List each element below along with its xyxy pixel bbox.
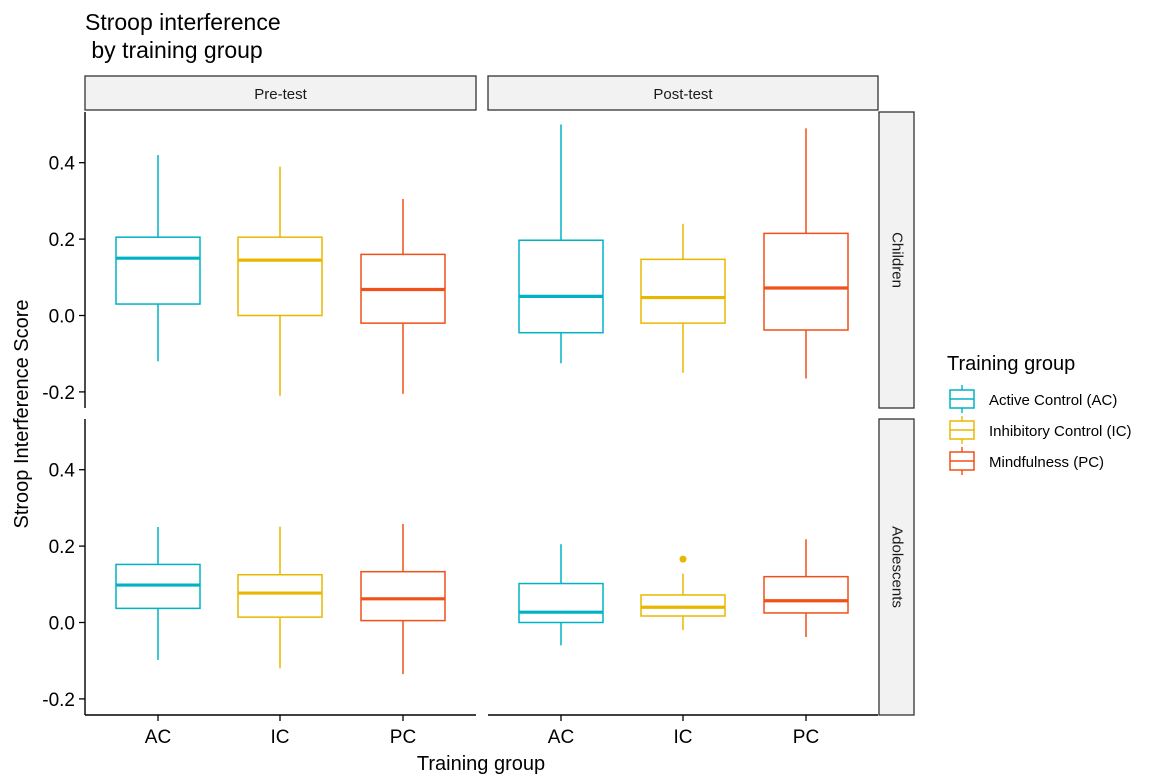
- box-pc: [360, 198, 446, 394]
- box-body: [237, 236, 323, 317]
- box-body: [360, 570, 446, 622]
- legend-label: Mindfulness (PC): [989, 454, 1104, 471]
- y-axis-title: Stroop Interference Score: [11, 299, 33, 528]
- panel: [488, 539, 878, 716]
- x-tick-label: PC: [390, 727, 416, 748]
- row-strip: [878, 418, 915, 716]
- y-tick-label: 0.4: [49, 154, 76, 175]
- box-ac: [518, 124, 604, 364]
- box-ac: [115, 527, 201, 660]
- box-ac: [518, 544, 604, 646]
- y-tick-label: -0.2: [42, 383, 75, 404]
- column-strip: [84, 75, 477, 111]
- legend-label: Inhibitory Control (IC): [989, 423, 1132, 440]
- column-strip-label: Post-test: [653, 86, 713, 103]
- box-ic: [237, 166, 323, 396]
- box-pc: [763, 128, 849, 379]
- row-strip-label: Adolescents: [889, 526, 906, 608]
- row-strip-label: Children: [889, 232, 906, 288]
- box-body: [237, 574, 323, 618]
- y-tick-label: 0.2: [49, 537, 75, 558]
- column-strip-label: Pre-test: [254, 86, 307, 103]
- legend-key-ac: [949, 385, 975, 413]
- box-body: [518, 582, 604, 624]
- legend-key-pc: [949, 447, 975, 475]
- y-tick-label: 0.4: [49, 461, 76, 482]
- row-strip: [878, 111, 915, 409]
- box-ic: [237, 526, 323, 669]
- legend-label: Active Control (AC): [989, 392, 1117, 409]
- chart-title-line: Stroop interference: [85, 9, 281, 35]
- x-tick-label: IC: [674, 727, 693, 748]
- box-ic: [640, 555, 726, 631]
- box-body: [640, 594, 726, 617]
- panel: [84, 112, 446, 408]
- box-body: [763, 232, 849, 331]
- box-pc: [763, 539, 849, 638]
- y-tick-label: 0.2: [49, 230, 75, 251]
- x-tick-label: IC: [271, 727, 290, 748]
- box-body: [763, 575, 849, 614]
- panel: [84, 419, 476, 716]
- box-ac: [115, 155, 201, 362]
- panel: [518, 124, 849, 379]
- x-tick-label: AC: [145, 727, 171, 748]
- legend-key-ic: [949, 416, 975, 444]
- box-body: [640, 258, 726, 324]
- legend-title: Training group: [947, 353, 1075, 375]
- column-strip: [487, 75, 879, 111]
- x-axis-title: Training group: [417, 753, 545, 774]
- box-body: [115, 236, 201, 305]
- box-pc: [360, 523, 446, 675]
- chart-title-line: by training group: [85, 37, 263, 63]
- box-body: [518, 239, 604, 334]
- x-tick-label: PC: [793, 727, 819, 748]
- outlier-point: [679, 555, 687, 563]
- y-tick-label: 0.0: [49, 307, 75, 328]
- y-tick-label: 0.0: [49, 614, 75, 635]
- box-ic: [640, 223, 726, 373]
- x-tick-label: AC: [548, 727, 574, 748]
- legend: Training group Active Control (AC) Inhibit…: [947, 353, 1132, 475]
- y-tick-label: -0.2: [42, 690, 75, 711]
